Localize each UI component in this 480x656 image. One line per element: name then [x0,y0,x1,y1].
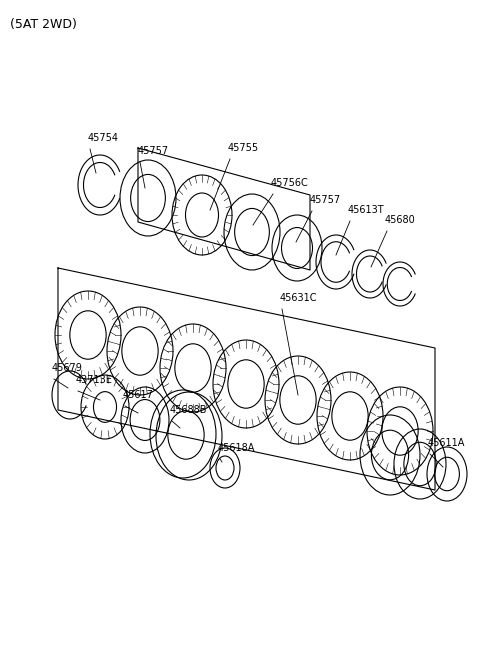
Text: 43713E: 43713E [76,375,113,385]
Text: 45755: 45755 [228,143,259,153]
Text: 45757: 45757 [138,146,169,156]
Text: 45679: 45679 [52,363,83,373]
Text: 45754: 45754 [88,133,119,143]
Text: 45688B: 45688B [170,405,207,415]
Text: 45757: 45757 [310,195,341,205]
Text: 45618A: 45618A [218,443,255,453]
Text: (5AT 2WD): (5AT 2WD) [10,18,77,31]
Text: 45631C: 45631C [280,293,317,303]
Text: 45617: 45617 [123,390,154,400]
Text: 45756C: 45756C [271,178,309,188]
Text: 45611A: 45611A [428,438,466,448]
Text: 45680: 45680 [385,215,416,225]
Text: 45613T: 45613T [348,205,384,215]
